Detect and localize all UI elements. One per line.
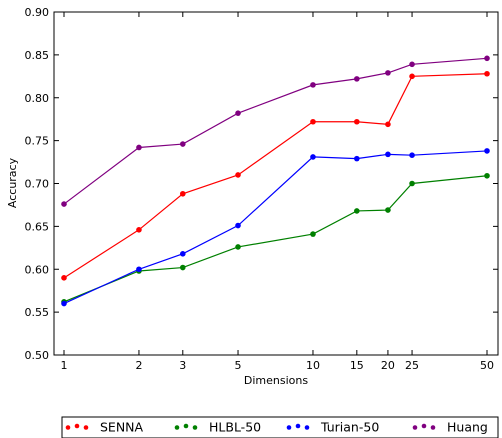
legend-label: HLBL-50: [209, 420, 261, 435]
data-point: [310, 82, 316, 88]
plot-frame: [53, 11, 499, 356]
ticks: 0.50 0.55 0.60 0.65 0.70 0.75 0.80 0.85 0.90 1 2 3 5…: [25, 6, 498, 372]
x-tick-label: 15: [350, 359, 364, 372]
y-tick-label: 0.70: [25, 178, 50, 191]
data-point: [484, 148, 490, 154]
data-point: [354, 118, 360, 125]
data-point: [235, 244, 241, 250]
x-tick-label: 10: [306, 359, 320, 372]
x-tick-label: 50: [480, 359, 494, 372]
x-tick-label: 1: [61, 359, 68, 372]
series-line: [63, 175, 488, 303]
series-line: [63, 150, 488, 305]
data-point: [354, 208, 360, 214]
data-point: [409, 152, 415, 159]
legend-marker: [304, 425, 310, 430]
data-point: [385, 207, 391, 213]
data-point: [61, 300, 67, 307]
data-point: [136, 266, 142, 273]
y-tick-label: 0.65: [25, 220, 50, 233]
x-tick-label: 20: [381, 359, 395, 372]
series-senna: [61, 70, 490, 281]
data-point: [235, 222, 241, 229]
data-point: [235, 172, 241, 178]
y-axis-title: Accuracy: [6, 157, 19, 208]
data-point: [310, 118, 316, 125]
series-layer: [61, 55, 490, 307]
legend-marker: [430, 425, 436, 430]
series-turian-50: [61, 148, 490, 307]
x-tick-label: 3: [179, 359, 186, 372]
legend-marker: [421, 423, 427, 429]
legend-marker: [174, 425, 180, 430]
legend-marker: [192, 425, 198, 430]
y-tick-label: 0.85: [25, 49, 50, 62]
legend-marker: [412, 425, 418, 430]
data-point: [484, 55, 490, 62]
data-point: [179, 251, 186, 257]
data-point: [136, 227, 142, 233]
legend-marker: [83, 425, 89, 430]
legend-label: Huang: [447, 420, 488, 435]
legend-item-hlbl-50: HLBL-50: [174, 420, 261, 435]
legend-item-senna: SENNA: [65, 420, 144, 435]
y-tick-label: 0.50: [25, 349, 50, 362]
data-point: [179, 264, 186, 271]
x-tick-label: 2: [135, 359, 142, 372]
data-point: [310, 231, 316, 237]
data-point: [409, 73, 415, 80]
legend-marker: [295, 423, 301, 429]
y-tick-label: 0.60: [25, 263, 50, 276]
data-point: [484, 172, 490, 179]
data-point: [354, 76, 360, 82]
data-point: [136, 144, 142, 151]
data-point: [61, 201, 67, 207]
data-point: [385, 70, 391, 76]
x-axis-title: Dimensions: [244, 374, 308, 387]
legend-marker: [65, 425, 71, 430]
data-point: [385, 121, 391, 128]
y-tick-label: 0.80: [25, 92, 50, 105]
y-tick-label: 0.90: [25, 6, 50, 19]
data-point: [354, 155, 360, 162]
y-tick-label: 0.75: [25, 135, 50, 148]
data-point: [235, 110, 241, 116]
data-point: [179, 190, 186, 197]
legend-marker: [183, 423, 189, 429]
data-point: [409, 61, 415, 68]
legend: SENNA HLBL-50 Turian-50 Huang: [65, 420, 488, 435]
x-tick-label: 25: [405, 359, 419, 372]
legend-label: Turian-50: [320, 420, 379, 435]
x-tick-label: 5: [235, 359, 242, 372]
legend-label: SENNA: [100, 420, 144, 435]
series-huang: [61, 55, 490, 207]
y-tick-label: 0.55: [25, 306, 50, 319]
data-point: [310, 154, 316, 160]
data-point: [409, 180, 415, 187]
legend-item-turian-50: Turian-50: [286, 420, 379, 435]
data-point: [179, 141, 186, 147]
data-point: [385, 151, 391, 158]
series-line: [63, 73, 488, 279]
legend-marker: [74, 423, 80, 429]
legend-item-huang: Huang: [412, 420, 488, 435]
data-point: [61, 275, 67, 281]
data-point: [484, 70, 490, 77]
legend-marker: [286, 425, 292, 430]
legend-box: [61, 416, 499, 438]
